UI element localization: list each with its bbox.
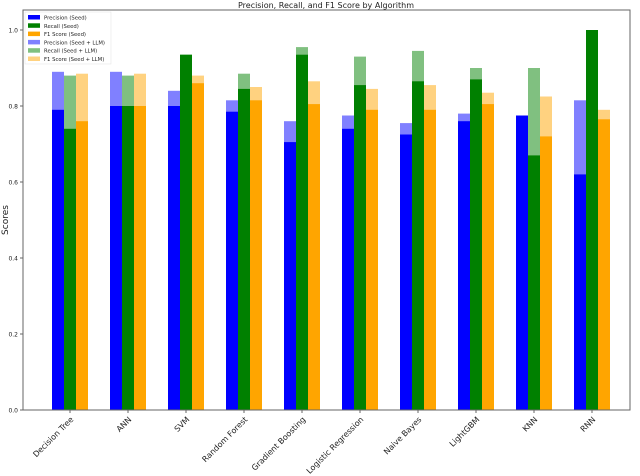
bar-precision-seed--6: [400, 134, 412, 410]
legend-box: [24, 11, 112, 65]
bar-precision-seed--4: [284, 142, 296, 410]
bar-recall-seed--7: [470, 79, 482, 411]
bar-precision-seed--3: [226, 111, 238, 410]
x-tick-label: KNN: [521, 415, 540, 434]
legend-label: Precision (Seed + LLM): [44, 40, 105, 46]
x-tick-label: SVM: [173, 415, 192, 434]
bar-precision-seed--9: [574, 174, 586, 410]
bar-f1-score-seed--4: [308, 104, 320, 410]
chart-title: Precision, Recall, and F1 Score by Algor…: [238, 1, 414, 10]
bar-precision-seed--7: [458, 121, 470, 410]
bar-f1-score-seed--6: [424, 109, 436, 411]
legend-label: Recall (Seed): [44, 24, 79, 30]
bar-recall-seed--1: [122, 106, 134, 410]
bar-f1-score-seed--7: [482, 104, 494, 410]
bar-recall-seed--8: [528, 155, 540, 410]
y-tick-label: 0.4: [8, 256, 18, 263]
y-axis-label: Scores: [1, 205, 11, 235]
plot-frame: [22, 9, 631, 411]
legend-swatch: [28, 31, 40, 37]
bar-f1-score-seed--2: [192, 83, 204, 410]
y-tick-label: 0.8: [8, 104, 18, 111]
bar-recall-seed--3: [238, 88, 250, 411]
bar-f1-score-seed--8: [540, 136, 552, 410]
legend-swatch: [28, 15, 40, 20]
bar-f1-score-seed--5: [366, 109, 378, 411]
x-axis: Decision Tree ANN SVM Random Forest Gradient…: [31, 410, 597, 476]
bar-recall-seed--9: [586, 30, 598, 410]
bar-precision-seed--8: [516, 115, 528, 410]
bar-precision-seed--5: [342, 128, 354, 411]
bar-recall-seed--4: [296, 54, 308, 410]
y-tick-label: 0.2: [8, 332, 18, 339]
bar-recall-seed--5: [354, 85, 366, 410]
legend-swatch: [28, 48, 40, 53]
legend: Precision (Seed) Recall (Seed) F1 Score (S…: [24, 11, 112, 65]
bar-recall-seed--2: [180, 54, 192, 410]
bar-precision-seed--1: [110, 106, 122, 410]
bar-f1-score-seed--1: [134, 106, 146, 410]
bar-precision-seed--2: [168, 106, 180, 410]
x-tick-label: Decision Tree: [31, 415, 75, 459]
x-tick-label: Gradient Boosting: [250, 415, 308, 473]
legend-label: F1 Score (Seed): [44, 32, 86, 38]
bars: [52, 30, 610, 411]
legend-label: Precision (Seed): [44, 16, 87, 22]
legend-label: Recall (Seed + LLM): [44, 49, 97, 55]
legend-swatch: [28, 39, 40, 45]
x-tick-label: Random Forest: [200, 415, 249, 464]
bar-precision-seed--0: [52, 109, 64, 411]
legend-label: F1 Score (Seed + LLM): [44, 57, 104, 63]
bar-recall-seed--0: [64, 128, 76, 411]
legend-swatch: [28, 23, 40, 28]
y-tick-label: 0.0: [8, 408, 18, 415]
bar-recall-seed--6: [412, 81, 424, 411]
y-tick-label: 0.6: [8, 180, 18, 187]
bar-f1-score-seed--0: [76, 121, 88, 410]
x-tick-label: Naive Bayes: [382, 415, 423, 456]
bar-f1-score-seed--3: [250, 100, 262, 411]
y-axis: 0.0 0.2 0.4 0.6 0.8 1.0: [8, 28, 23, 415]
x-tick-label: RNN: [579, 415, 598, 434]
legend-swatch: [28, 56, 40, 61]
y-tick-label: 1.0: [8, 28, 18, 35]
x-tick-label: LightGBM: [448, 415, 482, 449]
bar-f1-score-seed--9: [598, 119, 610, 411]
x-tick-label: Logistic Regression: [305, 415, 366, 476]
x-tick-label: ANN: [115, 415, 134, 434]
